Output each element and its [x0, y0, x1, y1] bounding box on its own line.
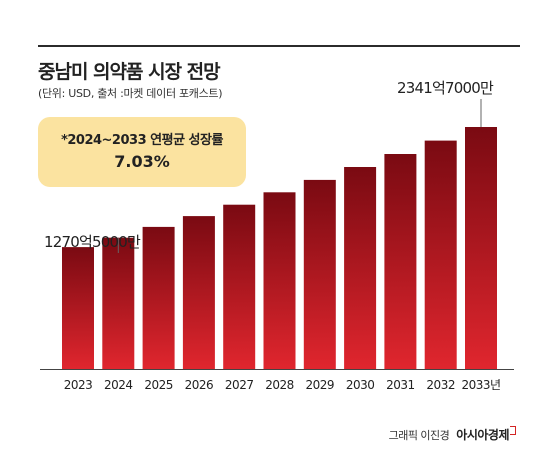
bar-2029 [303, 179, 336, 369]
credit-line: 그래픽 이진경 아시아경제 [389, 426, 516, 443]
bar-2032 [424, 140, 457, 369]
bar-2028 [263, 192, 296, 369]
graphic-credit: 그래픽 이진경 [388, 429, 450, 442]
bar-2030 [344, 167, 377, 369]
top-rule [38, 45, 520, 47]
x-tick-label: 2033년 [461, 378, 500, 392]
chart-subtitle: (단위: USD, 출처 :마켓 데이터 포캐스트) [38, 87, 223, 100]
x-tick-label: 2031 [386, 378, 415, 392]
bar-2033년 [465, 127, 497, 369]
cagr-value: 7.03% [114, 152, 170, 171]
annotation-label: 2341억7000만 [397, 79, 494, 97]
bar-2027 [223, 204, 256, 369]
cagr-callout: *2024~2033 연평균 성장률 7.03% [38, 117, 246, 187]
annotation-label: 1270억5000만 [44, 233, 141, 251]
x-tick-label: 2023 [64, 378, 93, 392]
bar-2024 [102, 237, 135, 369]
bar-2026 [182, 216, 215, 369]
brand-mark-icon [510, 426, 516, 435]
brand-logo: 아시아경제 [456, 428, 509, 442]
x-tick-label: 2028 [265, 378, 294, 392]
x-tick-label: 2032 [426, 378, 455, 392]
x-tick-label: 2026 [185, 378, 214, 392]
x-tick-label: 2030 [346, 378, 375, 392]
bar-2031 [384, 154, 417, 369]
x-tick-label: 2029 [306, 378, 335, 392]
x-tick-label: 2027 [225, 378, 254, 392]
cagr-label: *2024~2033 연평균 성장률 [61, 133, 223, 148]
bar-2025 [142, 226, 175, 369]
x-tick-label: 2024 [104, 378, 133, 392]
chart-title: 중남미 의약품 시장 전망 [38, 61, 221, 83]
x-tick-label: 2025 [144, 378, 173, 392]
bar-2023 [62, 247, 94, 369]
